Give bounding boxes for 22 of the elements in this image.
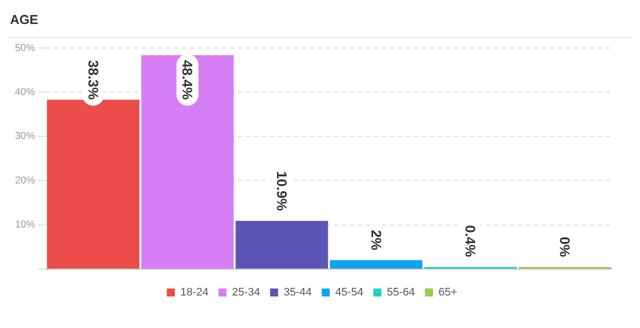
y-tick-label: 50%	[15, 42, 36, 54]
data-label: 10.9%	[274, 171, 290, 212]
data-label: 38.3%	[85, 60, 102, 100]
bar	[141, 55, 234, 268]
legend-label: 35-44	[284, 286, 312, 299]
y-tick-label: 40%	[15, 86, 36, 98]
y-tick-label: 10%	[15, 220, 36, 231]
data-label: 0.4%	[462, 225, 479, 258]
data-label: 0%	[556, 236, 573, 258]
y-tick-label: 30%	[15, 131, 36, 142]
legend-label: 25-34	[232, 286, 260, 299]
y-tick-label: 20%	[15, 175, 36, 186]
legend-label: 18-24	[180, 286, 208, 299]
legend-label: 45-54	[335, 286, 364, 299]
bar	[330, 260, 422, 268]
bar	[46, 100, 140, 268]
legend-label: 55-64	[386, 286, 416, 299]
data-label: 48.4%	[180, 60, 196, 100]
bar	[236, 220, 328, 268]
data-label: 2%	[368, 230, 384, 251]
chart-title: AGE	[8, 8, 632, 38]
legend-label: 65+	[438, 286, 458, 299]
